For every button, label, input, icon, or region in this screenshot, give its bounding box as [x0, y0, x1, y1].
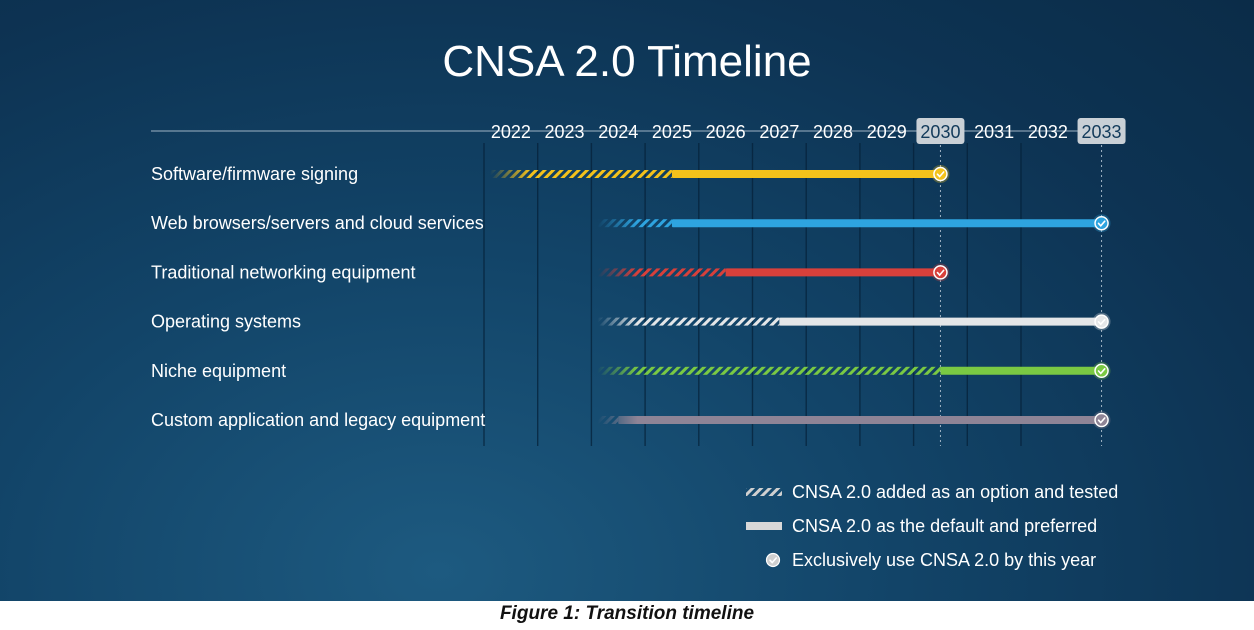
row-label: Software/firmware signing: [151, 164, 358, 184]
default-segment: [618, 416, 1102, 424]
row-label: Operating systems: [151, 312, 301, 332]
default-segment: [671, 219, 1102, 228]
default-segment: [940, 366, 1102, 375]
timeline-chart: 2022 2023 2024 2025 2026 2027 2028 2029 2030 2031…: [151, 37, 1126, 570]
check-icon: [1097, 368, 1106, 375]
tested-segment: [597, 366, 941, 375]
row-label: Web browsers/servers and cloud services: [151, 213, 484, 233]
year-tick-label: 2033: [1082, 122, 1122, 142]
year-tick-label: 2023: [545, 122, 585, 142]
default-segment: [725, 268, 941, 277]
default-segment: [671, 170, 941, 178]
legend-label: CNSA 2.0 added as an option and tested: [792, 482, 1118, 502]
legend-label: CNSA 2.0 as the default and preferred: [792, 516, 1097, 536]
end-marker: [1094, 314, 1109, 329]
end-marker: [1094, 412, 1109, 428]
year-highlight-box: [1077, 118, 1126, 144]
row-label: Traditional networking equipment: [151, 262, 415, 282]
year-tick-label: 2030: [920, 122, 960, 142]
year-tick-label: 2026: [706, 122, 746, 142]
year-tick-label: 2032: [1028, 122, 1068, 142]
default-segment: [779, 317, 1102, 326]
figure-panel: 2022 2023 2024 2025 2026 2027 2028 2029 2030 2031…: [0, 0, 1254, 601]
tested-segment: [597, 268, 726, 277]
end-marker: [933, 166, 948, 182]
legend-check-icon: [765, 552, 781, 568]
legend-label: Exclusively use CNSA 2.0 by this year: [792, 550, 1096, 570]
year-tick-label: 2025: [652, 122, 692, 142]
row-bar-group: [597, 268, 941, 277]
row-bar-group: [597, 366, 1102, 375]
tested-segment: [597, 317, 780, 326]
tested-segment: [597, 219, 672, 228]
check-icon: [1097, 318, 1106, 326]
end-marker: [1094, 215, 1109, 231]
year-tick-label: 2029: [867, 122, 907, 142]
chart-title: CNSA 2.0 Timeline: [442, 37, 811, 86]
tested-segment: [490, 170, 672, 178]
year-tick-label: 2022: [491, 122, 531, 142]
year-tick-label: 2028: [813, 122, 853, 142]
row-bar-group: [597, 317, 1102, 326]
row-bar-group: [597, 416, 1102, 424]
check-icon: [1097, 220, 1106, 228]
figure-caption: Figure 1: Transition timeline: [499, 603, 755, 624]
legend-swatch-solid: [746, 522, 782, 530]
year-highlight-box: [916, 118, 965, 144]
row-label: Niche equipment: [151, 361, 286, 381]
row-bar-group: [490, 170, 941, 178]
check-icon: [936, 171, 945, 178]
row-bar-group: [597, 219, 1102, 228]
check-icon: [936, 269, 945, 277]
tested-segment: [597, 416, 619, 424]
year-tick-label: 2024: [598, 122, 638, 142]
year-tick-label: 2027: [759, 122, 799, 142]
legend-check-mark: [769, 557, 777, 564]
check-icon: [1097, 417, 1106, 424]
row-label: Custom application and legacy equipment: [151, 410, 485, 430]
legend-swatch-hatched: [746, 488, 782, 496]
year-tick-label: 2031: [974, 122, 1014, 142]
end-marker: [1094, 363, 1109, 379]
end-marker: [933, 265, 948, 280]
